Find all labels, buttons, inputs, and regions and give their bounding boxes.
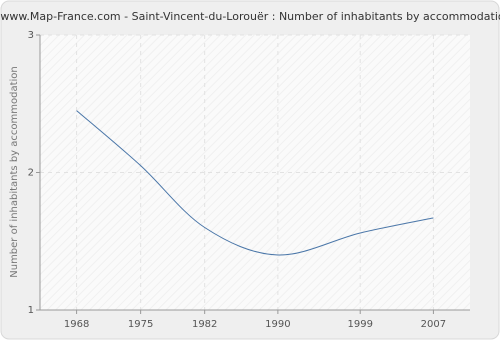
x-tick-label: 1999 (347, 319, 372, 330)
x-tick-label: 1968 (64, 319, 89, 330)
x-tick-label: 1990 (265, 319, 290, 330)
y-tick-label: 3 (28, 30, 34, 41)
data-line (76, 110, 434, 256)
x-tick-label: 1982 (192, 319, 217, 330)
x-tick-label: 2007 (421, 319, 446, 330)
x-tick-label: 1975 (128, 319, 153, 330)
y-tick-label: 2 (28, 168, 34, 179)
y-tick-label: 1 (28, 305, 34, 316)
chart-title: www.Map-France.com - Saint-Vincent-du-Lo… (0, 10, 500, 23)
plot-area (40, 35, 470, 310)
y-axis-label: Number of inhabitants by accommodation (9, 66, 20, 278)
